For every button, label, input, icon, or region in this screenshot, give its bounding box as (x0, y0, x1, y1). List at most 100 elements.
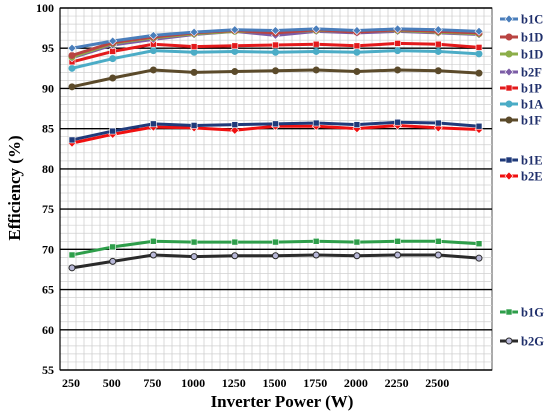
x-tick-label: 250 (62, 376, 80, 390)
data-point (394, 118, 401, 126)
legend-item: b1E (500, 154, 543, 168)
legend-label: b1A (521, 98, 543, 112)
data-point (505, 33, 513, 41)
data-point (353, 42, 361, 50)
data-point (312, 47, 320, 55)
legend-item: b1G (500, 306, 544, 320)
legend-item: b2E (500, 170, 543, 184)
data-point (68, 251, 76, 259)
data-point (190, 68, 198, 76)
data-point (109, 55, 117, 63)
data-point (505, 84, 513, 92)
y-tick-label: 80 (42, 162, 54, 176)
data-point (312, 119, 320, 127)
x-tick-label: 500 (103, 376, 121, 390)
data-point (230, 25, 240, 35)
data-point (394, 47, 402, 55)
series-b1c (67, 24, 484, 53)
data-point (312, 66, 320, 74)
data-point (231, 42, 239, 50)
data-point (149, 66, 157, 74)
data-point (312, 237, 320, 245)
legend-item: b1D (500, 31, 543, 45)
data-point (434, 47, 442, 55)
data-point (109, 74, 117, 82)
data-point (109, 127, 116, 135)
data-point (353, 121, 361, 128)
y-tick-label: 90 (42, 81, 54, 95)
data-point (505, 308, 513, 316)
data-point (394, 66, 402, 74)
x-tick-label: 2250 (385, 376, 409, 390)
y-tick-label: 70 (42, 242, 54, 256)
y-tick-label: 65 (42, 283, 54, 297)
data-point (505, 116, 513, 124)
data-point (475, 254, 483, 262)
y-axis-title: Efficiency (%) (5, 135, 24, 240)
data-point (272, 238, 279, 246)
plot-area (59, 7, 493, 371)
legend-label: b2F (521, 66, 542, 80)
legend-item: b1F (500, 114, 542, 128)
series-group (67, 24, 484, 272)
data-point (504, 14, 514, 24)
x-tick-label: 1000 (181, 376, 205, 390)
data-point (108, 36, 118, 46)
data-point (394, 40, 401, 47)
data-point (353, 68, 361, 76)
data-point (109, 257, 117, 265)
data-point (505, 156, 513, 164)
data-point (393, 24, 403, 34)
x-tick-label: 750 (143, 376, 161, 390)
data-point (272, 48, 279, 56)
data-point (230, 125, 240, 135)
data-point (231, 252, 239, 260)
data-point (434, 67, 442, 75)
series-b1e (68, 118, 483, 144)
data-point (231, 238, 239, 246)
data-point (68, 51, 76, 59)
data-point (434, 119, 442, 127)
series-b1p (68, 40, 483, 66)
data-point (475, 69, 483, 77)
data-point (394, 237, 401, 245)
series-b1f (68, 66, 483, 91)
legend-label: b1D (521, 48, 543, 62)
data-point (109, 243, 116, 251)
data-point (149, 47, 157, 55)
data-point (474, 26, 484, 36)
legend-item: b2G (500, 335, 544, 349)
x-axis-ticks: 250 500 750 1000 1250 1500 1750 2000 2250 2500 (62, 376, 449, 390)
legend-label: b1D (521, 31, 543, 45)
x-tick-label: 1750 (303, 376, 327, 390)
data-point (272, 41, 279, 49)
legend-label: b1G (521, 306, 544, 320)
data-point (353, 252, 361, 260)
data-point (353, 238, 361, 246)
legend-label: b1E (521, 154, 543, 168)
data-point (353, 48, 361, 56)
y-tick-label: 60 (42, 323, 54, 337)
x-tick-label: 1250 (222, 376, 246, 390)
data-point (190, 43, 198, 50)
data-point (475, 240, 483, 248)
data-point (475, 44, 483, 51)
series-b2g (68, 251, 483, 272)
data-point (504, 171, 514, 181)
data-point (475, 50, 483, 58)
data-point (190, 48, 198, 56)
x-tick-label: 1500 (263, 376, 287, 390)
legend-label: b1C (521, 13, 543, 27)
legend-label: b2G (521, 335, 544, 349)
data-point (272, 67, 279, 75)
legend-item: b1C (500, 13, 543, 27)
data-point (272, 252, 279, 260)
data-point (434, 40, 442, 48)
data-point (505, 337, 513, 345)
data-point (433, 25, 443, 35)
series-b1a (68, 47, 483, 72)
legend-item: b2F (500, 66, 542, 80)
data-point (352, 26, 362, 35)
data-point (150, 237, 157, 245)
